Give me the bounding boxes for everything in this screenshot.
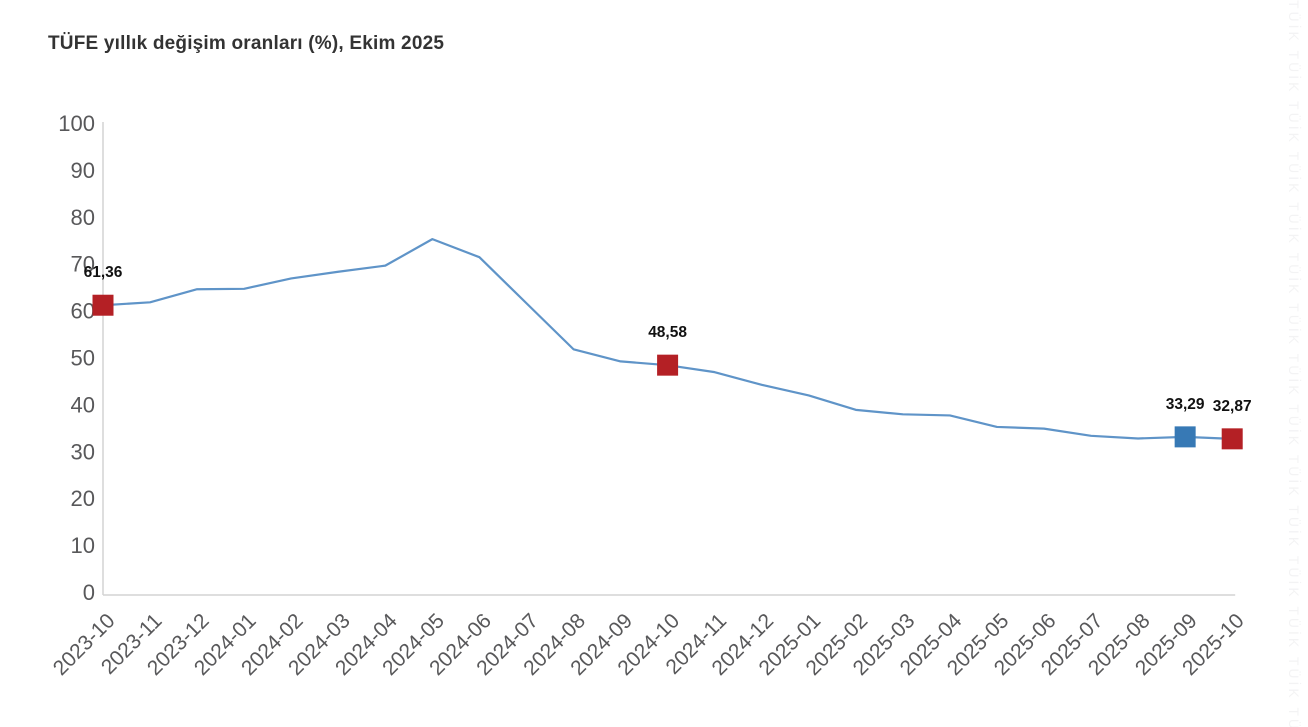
marker-2025-09 [1174, 426, 1196, 448]
chart-title: TÜFE yıllık değişim oranları (%), Ekim 2… [48, 33, 445, 54]
point-label-2025-10: 32,87 [1213, 398, 1252, 415]
y-tick-label: 30 [71, 439, 95, 464]
y-tick-label: 0 [83, 580, 95, 605]
marker-2024-10 [657, 354, 679, 376]
y-tick-label: 80 [71, 205, 95, 230]
y-tick-label: 90 [71, 158, 95, 183]
y-tick-label: 60 [71, 299, 95, 324]
y-tick-label: 20 [71, 486, 95, 511]
marker-2023-10 [92, 294, 114, 316]
marker-2025-10 [1221, 428, 1243, 450]
y-tick-label: 70 [71, 252, 95, 277]
point-label-2023-10: 61,36 [84, 264, 123, 281]
y-tick-label: 40 [71, 392, 95, 417]
point-label-2025-09: 33,29 [1166, 396, 1205, 413]
y-tick-label: 100 [58, 111, 95, 136]
tuik-watermark: TÜİK TÜİK TÜİK TÜİK TÜİK TÜİK TÜİK TÜİK … [1286, 0, 1302, 727]
y-tick-label: 10 [71, 533, 95, 558]
point-label-2024-10: 48,58 [648, 324, 687, 341]
y-tick-label: 50 [71, 346, 95, 371]
